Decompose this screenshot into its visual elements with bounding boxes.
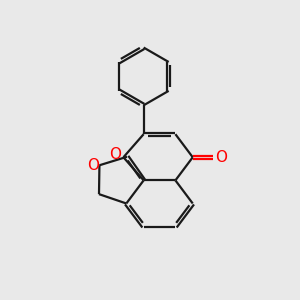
Text: O: O (109, 148, 121, 163)
Text: O: O (215, 150, 227, 165)
Text: O: O (87, 158, 99, 173)
